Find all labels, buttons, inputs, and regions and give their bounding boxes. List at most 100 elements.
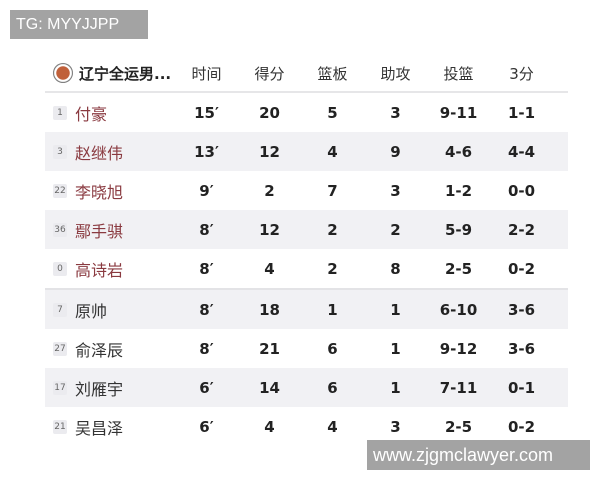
- stat-cell: 2-5: [444, 259, 473, 278]
- team-cell: 辽宁全运男...: [45, 63, 175, 84]
- stat-cell: 12: [259, 220, 280, 239]
- table-header: 辽宁全运男... 时间 得分 篮板 助攻 投篮 3分: [45, 55, 568, 93]
- jersey-number: 0: [53, 261, 67, 276]
- stat-cell: 6-10: [439, 300, 478, 319]
- stat-cell: 15′: [194, 103, 219, 122]
- player-name[interactable]: 高诗岩: [75, 260, 124, 280]
- stat-cell: 8′: [199, 220, 214, 239]
- stat-cell: 5-9: [444, 220, 473, 239]
- player-name[interactable]: 刘雁宇: [75, 379, 124, 399]
- player-row[interactable]: 17 刘雁宇 6′ 14 6 1 7-11 0-1: [45, 368, 568, 407]
- jersey-number: 17: [53, 380, 67, 395]
- player-row[interactable]: 1 付豪 15′ 20 5 3 9-11 1-1: [45, 93, 568, 132]
- player-name[interactable]: 吴昌泽: [75, 418, 124, 438]
- stat-cell: 0-0: [507, 181, 536, 200]
- jersey-number: 22: [53, 183, 67, 198]
- stat-cell: 13′: [194, 142, 219, 161]
- player-cell: 22 李晓旭: [45, 179, 175, 203]
- stat-cell: 6: [327, 378, 338, 397]
- player-row[interactable]: 36 鄢手骐 8′ 12 2 2 5-9 2-2: [45, 210, 568, 249]
- stat-cell: 9-11: [439, 103, 478, 122]
- stat-cell: 18: [259, 300, 280, 319]
- player-row[interactable]: 21 吴昌泽 6′ 4 4 3 2-5 0-2: [45, 407, 568, 446]
- stat-cell: 1-2: [444, 181, 473, 200]
- col-header: 助攻: [380, 64, 411, 83]
- stat-cell: 14: [259, 378, 280, 397]
- stat-cell: 0-2: [507, 259, 536, 278]
- player-cell: 0 高诗岩: [45, 257, 175, 281]
- player-cell: 36 鄢手骐: [45, 218, 175, 242]
- player-cell: 3 赵继伟: [45, 140, 175, 164]
- col-header: 得分: [254, 64, 285, 83]
- stat-cell: 3: [390, 103, 401, 122]
- stat-cell: 2: [327, 259, 338, 278]
- jersey-number: 3: [53, 144, 67, 159]
- player-cell: 7 原帅: [45, 298, 175, 322]
- col-header: 篮板: [317, 64, 348, 83]
- stat-cell: 2-2: [507, 220, 536, 239]
- jersey-number: 36: [53, 222, 67, 237]
- player-row[interactable]: 0 高诗岩 8′ 4 2 8 2-5 0-2: [45, 249, 568, 288]
- stat-cell: 1: [390, 378, 401, 397]
- stat-cell: 0-2: [507, 417, 536, 436]
- stat-cell: 7: [327, 181, 338, 200]
- player-name[interactable]: 俞泽辰: [75, 340, 124, 360]
- stat-cell: 4: [327, 142, 338, 161]
- stat-cell: 7-11: [439, 378, 478, 397]
- player-name[interactable]: 鄢手骐: [75, 221, 124, 241]
- stat-cell: 9: [390, 142, 401, 161]
- stat-cell: 2: [327, 220, 338, 239]
- stat-cell: 4: [327, 417, 338, 436]
- player-cell: 17 刘雁宇: [45, 376, 175, 400]
- stat-cell: 4-6: [444, 142, 473, 161]
- stat-cell: 1-1: [507, 103, 536, 122]
- stat-cell: 4-4: [507, 142, 536, 161]
- jersey-number: 27: [53, 341, 67, 356]
- col-header: 3分: [509, 64, 534, 83]
- team-logo-icon: [53, 63, 73, 83]
- stat-cell: 4: [264, 417, 275, 436]
- stat-cell: 0-1: [507, 378, 536, 397]
- stat-cell: 1: [327, 300, 338, 319]
- player-cell: 21 吴昌泽: [45, 415, 175, 439]
- stat-cell: 3-6: [507, 300, 536, 319]
- stat-cell: 12: [259, 142, 280, 161]
- stat-cell: 2: [264, 181, 275, 200]
- stat-cell: 8′: [199, 339, 214, 358]
- stat-cell: 3: [390, 417, 401, 436]
- player-name[interactable]: 付豪: [75, 104, 108, 124]
- stat-cell: 8: [390, 259, 401, 278]
- stat-cell: 9′: [199, 181, 214, 200]
- stat-cell: 2: [390, 220, 401, 239]
- stat-cell: 8′: [199, 300, 214, 319]
- watermark-bottom: www.zjgmclawyer.com: [367, 440, 590, 470]
- team-name: 辽宁全运男...: [79, 64, 172, 83]
- stat-cell: 3: [390, 181, 401, 200]
- player-row[interactable]: 3 赵继伟 13′ 12 4 9 4-6 4-4: [45, 132, 568, 171]
- stat-cell: 20: [259, 103, 280, 122]
- player-name[interactable]: 赵继伟: [75, 143, 124, 163]
- col-header: 投篮: [443, 64, 474, 83]
- stat-cell: 1: [390, 339, 401, 358]
- stat-cell: 21: [259, 339, 280, 358]
- jersey-number: 1: [53, 105, 67, 120]
- stat-cell: 6′: [199, 417, 214, 436]
- stat-cell: 4: [264, 259, 275, 278]
- player-row[interactable]: 22 李晓旭 9′ 2 7 3 1-2 0-0: [45, 171, 568, 210]
- watermark-top: TG: MYYJJPP: [10, 10, 148, 39]
- player-cell: 27 俞泽辰: [45, 337, 175, 361]
- player-row[interactable]: 7 原帅 8′ 18 1 1 6-10 3-6: [45, 288, 568, 329]
- stat-cell: 1: [390, 300, 401, 319]
- stat-cell: 6′: [199, 378, 214, 397]
- stat-cell: 6: [327, 339, 338, 358]
- jersey-number: 7: [53, 302, 67, 317]
- jersey-number: 21: [53, 419, 67, 434]
- stat-cell: 5: [327, 103, 338, 122]
- stat-cell: 3-6: [507, 339, 536, 358]
- player-cell: 1 付豪: [45, 101, 175, 125]
- box-score-table: 辽宁全运男... 时间 得分 篮板 助攻 投篮 3分 1 付豪 15′ 20 5 3 9-1…: [45, 55, 568, 446]
- player-name[interactable]: 原帅: [75, 301, 108, 321]
- player-row[interactable]: 27 俞泽辰 8′ 21 6 1 9-12 3-6: [45, 329, 568, 368]
- player-name[interactable]: 李晓旭: [75, 182, 124, 202]
- stat-cell: 2-5: [444, 417, 473, 436]
